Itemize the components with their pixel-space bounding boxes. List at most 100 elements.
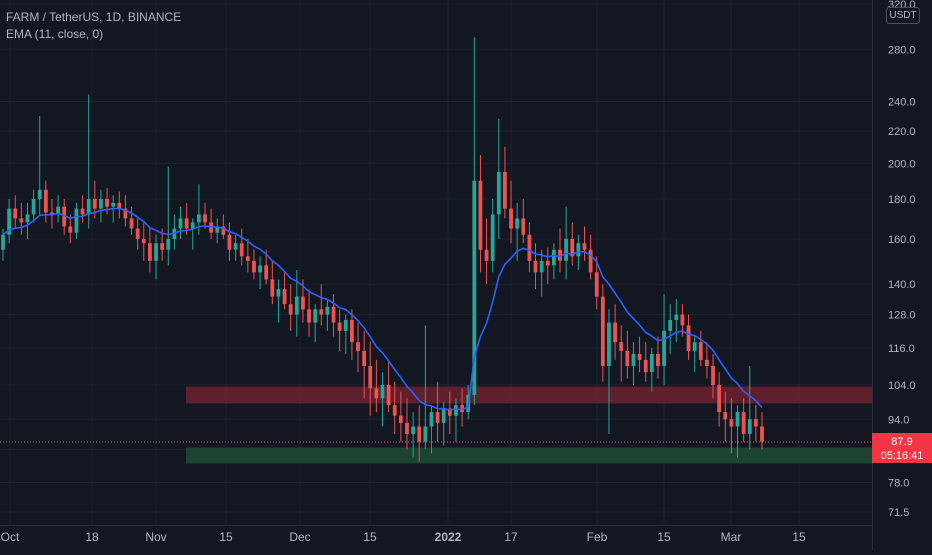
candle-body [92, 199, 97, 209]
candle-body [141, 238, 146, 244]
candle-body [392, 405, 397, 416]
candle-body [527, 234, 532, 261]
candle-body [117, 202, 122, 209]
candle-body [282, 289, 287, 305]
candle-body [129, 218, 134, 229]
candle-body [539, 260, 544, 273]
candle-body [105, 199, 109, 207]
candle-body [613, 322, 617, 343]
candle-body [270, 279, 275, 297]
candle-body [564, 238, 569, 261]
price-tick-label: 104.0 [888, 380, 916, 392]
candle-body [319, 309, 324, 315]
candle-body [545, 260, 550, 266]
candle-body [735, 412, 740, 427]
candle-body [405, 422, 409, 434]
time-tick-label: 15 [657, 530, 671, 544]
candle-body [588, 249, 593, 273]
candle-body [643, 359, 648, 373]
time-tick-label: 18 [85, 530, 99, 544]
candle-body [662, 330, 666, 366]
candle-body [380, 384, 385, 399]
price-tick-label: 116.0 [888, 343, 915, 355]
time-tick-label: 15 [219, 530, 233, 544]
candle-body [349, 319, 354, 343]
candle-body [37, 189, 42, 200]
ema-indicator-legend[interactable]: EMA (11, close, 0) [6, 27, 104, 41]
candle-body [472, 180, 477, 395]
candle-body [356, 342, 360, 351]
candle-body [368, 365, 373, 389]
time-tick-label: Nov [145, 530, 166, 544]
candle-body [196, 214, 201, 223]
time-tick-label: 17 [504, 530, 518, 544]
currency-badge[interactable]: USDT [886, 7, 920, 24]
candle-body [325, 306, 330, 315]
candle-body [154, 243, 158, 261]
candle-body [411, 426, 416, 434]
candle-body [533, 260, 538, 273]
candle-body [68, 226, 73, 233]
candle-body [423, 426, 428, 442]
candle-body [753, 419, 758, 427]
candle-body [203, 214, 207, 223]
symbol-title[interactable]: FARM / TetherUS, 1D, BINANCE [6, 10, 182, 24]
ema-line [2, 207, 763, 411]
candle-body [7, 208, 12, 235]
candle-body [717, 384, 722, 413]
price-tick-label: 128.0 [888, 310, 916, 322]
candle-body [447, 408, 452, 416]
candle-body [166, 238, 171, 250]
candle-body [576, 243, 581, 257]
candle-body [625, 350, 630, 366]
price-tick-label: 280.0 [888, 44, 916, 56]
candle-body [582, 243, 587, 250]
candle-body [74, 208, 79, 233]
candle-body [135, 228, 140, 239]
candle-body [294, 296, 299, 315]
candle-body [490, 214, 495, 261]
candle-body [551, 249, 556, 266]
candle-body [233, 243, 238, 250]
last-price-value: 87.9 [891, 436, 913, 448]
candle-body [221, 226, 226, 235]
candle-body [184, 218, 189, 229]
candle-body [711, 365, 715, 385]
candle-body [307, 309, 311, 323]
candle-body [343, 319, 348, 331]
price-tick-label: 94.0 [888, 414, 909, 426]
candle-body [760, 426, 764, 442]
candle-body [594, 272, 599, 297]
candle-body [747, 419, 752, 434]
candle-body [258, 265, 262, 273]
candle-body [741, 412, 746, 434]
price-tick-label: 180.0 [888, 194, 916, 206]
time-tick-label: 2022 [435, 530, 462, 544]
candle-body [1, 234, 5, 250]
candle-body [619, 342, 624, 351]
candle-body [50, 212, 54, 215]
price-tick-label: 200.0 [888, 158, 916, 170]
candle-body [31, 199, 36, 215]
time-tick-label: Dec [289, 530, 310, 544]
candle-body [723, 412, 728, 420]
candle-body [276, 289, 281, 297]
candle-body [43, 189, 48, 213]
candle-body [148, 243, 152, 261]
candle-body [331, 306, 336, 323]
candle-body [515, 218, 520, 229]
time-tick-label: Mar [721, 530, 742, 544]
candle-body [215, 226, 220, 233]
candle-body [680, 314, 685, 326]
bar-countdown: 05:16:41 [880, 450, 924, 462]
candle-body [190, 222, 195, 229]
candle-body [729, 419, 734, 427]
time-tick-label: 15 [363, 530, 377, 544]
resistance-zone [186, 386, 872, 404]
candle-body [417, 426, 422, 442]
candle-body [631, 353, 636, 366]
candle-body [686, 325, 691, 351]
candle-body [13, 208, 18, 219]
